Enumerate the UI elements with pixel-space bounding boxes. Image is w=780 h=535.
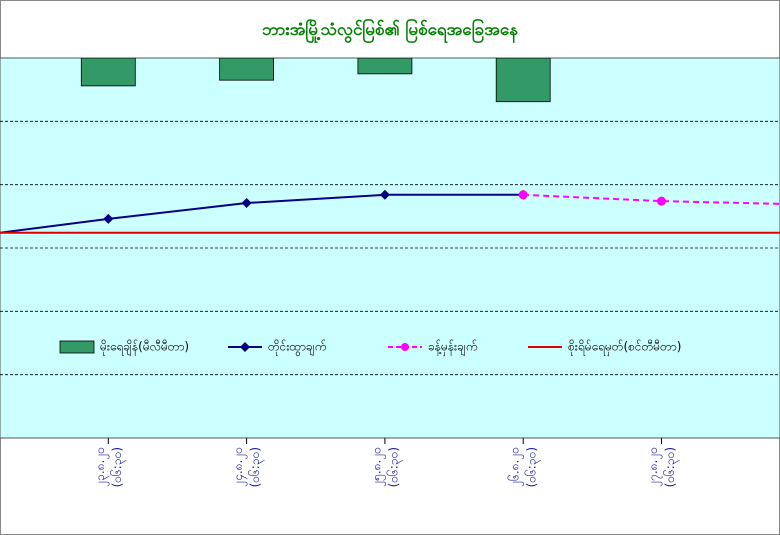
point [657, 196, 666, 206]
plot [0, 58, 780, 376]
x-tick-label: ၂၄.၈.၂၀ [231, 447, 248, 487]
point [241, 198, 252, 209]
legend-marker [401, 343, 409, 351]
x-tick-label: ၂၃.၈.၂၀ [93, 447, 110, 487]
legend-label: မိုးရေချိန်(မီလီမီတာ) [100, 339, 189, 357]
legend-label: ခန့်မှန်းချက် [428, 339, 477, 357]
x-tick-label-time: (၀၆:၃၀) [109, 447, 127, 487]
legend-swatch [59, 340, 95, 354]
point [518, 190, 528, 200]
x-tick-label: ၂၅.၈.၂၀ [369, 447, 386, 487]
bar [357, 58, 413, 75]
bar [80, 58, 136, 87]
x-tick-label-time: (၀၆:၃၀) [247, 447, 265, 487]
x-tick-label-time: (၀၆:၃၀) [662, 447, 680, 487]
legend-marker [240, 342, 250, 352]
line [523, 193, 780, 205]
bar [495, 58, 551, 103]
point [103, 213, 114, 224]
bar [219, 58, 275, 81]
x-tick-label: ၂၇.၈.၂၀ [646, 447, 663, 487]
point [379, 189, 390, 200]
x-tick-label: ၂၆.၈.၂၀ [507, 447, 525, 487]
legend-label: စိုးရိမ်ရေမှတ်(စင်တီမီတာ) [568, 339, 681, 357]
x-tick-label-time: (၀၆:၃၀) [524, 447, 542, 487]
legend-label: တိုင်းထွာချက် [268, 339, 326, 357]
x-tick-label-time: (၀၆:၃၀) [385, 447, 403, 487]
chart-title: ဘားအံမြို့သံလွင်မြစ်၏ မြစ်ရေအခြေအနေ [261, 17, 518, 44]
